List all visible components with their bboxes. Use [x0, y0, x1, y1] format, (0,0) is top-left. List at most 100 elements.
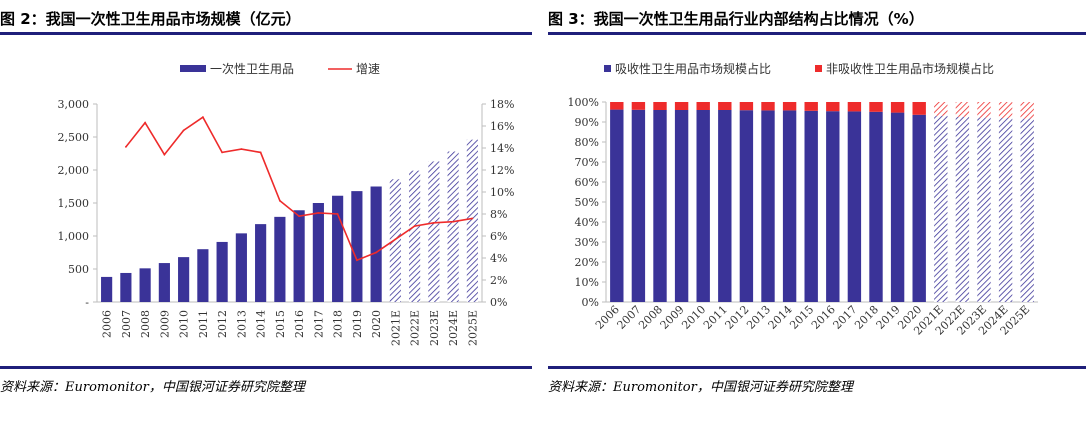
absorbent-bar — [912, 114, 926, 302]
right-tick-label: 2% — [490, 274, 507, 287]
legend-swatch-bar — [180, 65, 206, 72]
growth-point — [201, 116, 204, 119]
left-tick-label: 1,500 — [58, 197, 90, 210]
source-rule — [548, 366, 1086, 369]
title-rule — [548, 32, 1086, 35]
non-absorbent-bar-forecast — [977, 102, 991, 118]
x-tick-label-group: 2015 — [274, 310, 287, 338]
non-absorbent-bar — [890, 102, 905, 113]
absorbent-bar — [610, 109, 624, 302]
growth-point — [375, 251, 378, 254]
x-tick-label-group: 2017 — [312, 310, 325, 338]
bar — [370, 186, 382, 302]
non-absorbent-bar — [674, 102, 689, 110]
market-size-chart: - 500 1,000 1,500 2,000 2,500 3,000 0% 2% 4% 6% 8% 1… — [58, 62, 515, 346]
non-absorbent-bar — [739, 102, 754, 111]
x-tick-label: 2012 — [216, 310, 229, 338]
bar — [101, 276, 113, 302]
x-tick-label: 2018 — [332, 310, 345, 338]
x-tick-label: 2023E — [428, 310, 441, 346]
growth-point — [432, 221, 435, 224]
y-tick-label: 20% — [575, 256, 599, 269]
growth-point — [163, 153, 166, 156]
y-tick-label: 40% — [575, 216, 599, 229]
non-absorbent-bar — [631, 102, 646, 110]
x-tick-label: 2018 — [852, 303, 881, 332]
growth-point — [317, 212, 320, 214]
x-tick-label-group: 2008 — [139, 310, 152, 338]
source-rule — [0, 366, 532, 369]
x-tick-label: 2012 — [723, 303, 752, 332]
x-tick-label-group: 2022E — [409, 310, 422, 346]
y-tick-label: 100% — [568, 96, 599, 109]
x-tick-label: 2007 — [615, 303, 644, 332]
non-absorbent-bar — [847, 102, 862, 112]
x-tick-label-group: 2013 — [744, 303, 773, 332]
x-tick-label-group: 2024E — [447, 310, 460, 346]
growth-point — [144, 121, 147, 124]
x-tick-label: 2014 — [766, 303, 795, 332]
bar — [255, 224, 267, 302]
x-tick-label: 2021E — [389, 310, 402, 346]
y-tick-label: 70% — [575, 156, 599, 169]
x-tick-label-group: 2019 — [351, 310, 364, 338]
x-tick-label: 2010 — [679, 303, 708, 332]
bar-forecast — [428, 161, 440, 302]
bar — [293, 210, 305, 302]
bar — [332, 195, 344, 302]
absorbent-bar — [696, 110, 710, 302]
bar — [197, 249, 209, 302]
growth-point — [452, 220, 455, 223]
x-tick-label-group: 2006 — [101, 310, 114, 338]
growth-point — [221, 151, 224, 154]
absorbent-bar — [631, 109, 646, 302]
x-tick-label: 2010 — [178, 310, 191, 338]
growth-point — [278, 199, 281, 202]
y-tick-label: 30% — [575, 236, 599, 249]
non-absorbent-bar-forecast — [998, 102, 1013, 118]
non-absorbent-bar — [761, 102, 775, 111]
x-tick-label: 2009 — [658, 303, 687, 332]
bar — [351, 191, 363, 302]
x-tick-label: 2017 — [312, 310, 325, 338]
growth-point — [240, 148, 243, 150]
non-absorbent-bar — [718, 102, 732, 110]
x-tick-label: 2024E — [447, 310, 460, 346]
growth-point — [394, 238, 397, 241]
source-note: 资料来源：Euromonitor，中国银河证券研究院整理 — [0, 380, 305, 395]
x-tick-label-group: 2018 — [332, 310, 345, 338]
bar-forecast — [409, 170, 421, 302]
non-absorbent-bar — [610, 102, 624, 110]
x-tick-label: 2007 — [120, 310, 133, 338]
x-tick-label: 2019 — [874, 303, 903, 332]
x-tick-label: 2006 — [101, 310, 114, 338]
y-tick-label: 50% — [575, 196, 599, 209]
x-tick-label: 2009 — [158, 310, 171, 338]
absorbent-bar — [847, 111, 862, 303]
left-tick-label: 3,000 — [58, 98, 90, 111]
absorbent-bar-forecast — [955, 116, 970, 302]
absorbent-bar — [739, 110, 754, 302]
x-tick-label: 2016 — [809, 303, 838, 332]
non-absorbent-bar — [653, 102, 667, 110]
y-tick-label: 10% — [575, 276, 599, 289]
absorbent-bar — [826, 111, 840, 302]
growth-point — [259, 151, 262, 154]
x-tick-label-group: 2021E — [389, 310, 402, 346]
growth-point — [182, 129, 185, 132]
x-tick-label-group: 2011 — [701, 303, 730, 332]
right-tick-label: 14% — [490, 142, 514, 155]
right-tick-label: 18% — [490, 98, 514, 111]
bar-forecast — [466, 139, 478, 302]
bar — [312, 203, 324, 302]
non-absorbent-bar — [696, 102, 710, 110]
right-tick-label: 0% — [490, 296, 507, 309]
absorbent-bar — [718, 110, 732, 302]
absorbent-bar-forecast — [977, 117, 991, 302]
x-tick-label: 2015 — [274, 310, 287, 338]
x-tick-label: 2022E — [409, 310, 422, 346]
x-tick-label-group: 2016 — [293, 310, 306, 338]
x-tick-label: 2008 — [636, 303, 665, 332]
x-tick-label-group: 2010 — [178, 310, 191, 338]
bar — [178, 257, 190, 302]
